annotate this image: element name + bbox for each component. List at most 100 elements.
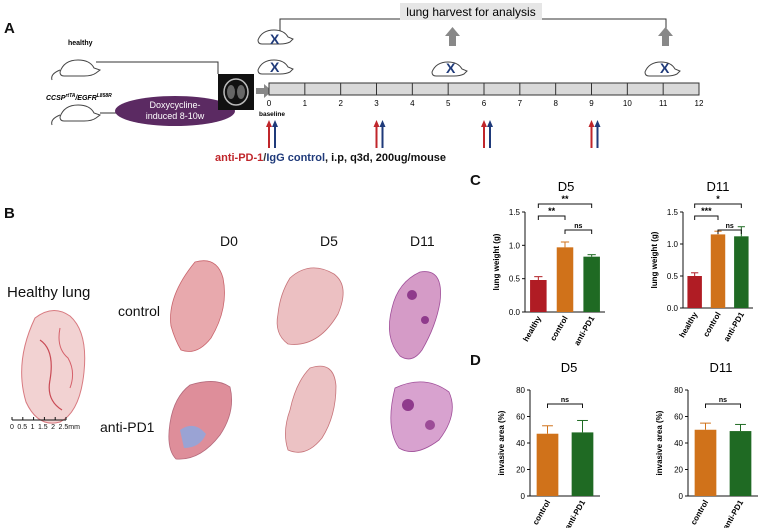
col-label-d0: D0 (220, 233, 238, 249)
y-tick-label: 60 (516, 413, 525, 422)
dose-arrow-head (594, 120, 601, 127)
timeline-tick-label: 12 (695, 99, 704, 108)
significance-bracket (717, 229, 742, 234)
scan-to-timeline-arrow (256, 84, 272, 98)
svg-text:X: X (270, 31, 280, 47)
svg-text:X: X (446, 60, 456, 76)
healthy-connector (96, 61, 219, 74)
significance-bracket (547, 403, 583, 408)
bar (687, 276, 702, 308)
svg-text:X: X (660, 60, 670, 76)
bar (694, 429, 717, 496)
x-tick-label: control (689, 499, 710, 527)
y-tick-label: 60 (674, 413, 683, 422)
y-tick-label: 0 (521, 492, 526, 501)
x-tick-label: healthy (678, 310, 700, 339)
col-label-d5: D5 (320, 233, 338, 249)
dox-line1: Doxycycline- (149, 100, 200, 110)
harvest-label: lung harvest for analysis (406, 5, 535, 19)
x-tick-label: anti-PD1 (572, 314, 596, 347)
tissue-antipd1-d5 (285, 365, 337, 453)
chart-title: D5 (558, 179, 575, 194)
y-tick-label: 20 (516, 466, 525, 475)
significance-label: ** (561, 194, 569, 204)
scale-label: 1 (30, 424, 35, 431)
bar (583, 256, 600, 312)
y-tick-label: 80 (674, 386, 683, 395)
y-tick-label: 40 (516, 439, 525, 448)
mouse-icon-model (51, 104, 102, 126)
dose-arrow-head (481, 120, 487, 127)
dose-arrow-head (588, 120, 595, 127)
bar (729, 431, 752, 496)
y-tick-label: 0.0 (509, 308, 521, 317)
chart-d-d5: D5 0 20 40 60 80 invasive area (%) control anti-… (497, 360, 600, 528)
chart-title: D11 (707, 179, 730, 194)
svg-text:X: X (270, 59, 280, 75)
tissue-control-d0 (170, 260, 225, 352)
bar (710, 234, 726, 308)
x-tick-label: control (531, 499, 552, 527)
x-tick-label: control (548, 315, 569, 343)
significance-label: *** (701, 206, 712, 216)
chart-title: D11 (710, 360, 733, 375)
x-tick-label: anti-PD1 (722, 310, 746, 343)
healthy-lung-image (21, 310, 86, 424)
x-tick-label: healthy (521, 314, 543, 343)
panel-letter-a: A (4, 20, 15, 37)
dose-arrows (266, 120, 601, 148)
panel-letter-d: D (470, 352, 481, 369)
dose-arrow-head (373, 120, 380, 127)
scale-label: 0.5 (17, 424, 28, 431)
y-tick-label: 0.5 (667, 272, 679, 281)
dose-arrow-head (487, 120, 493, 127)
significance-bracket (694, 203, 742, 208)
timeline-tick-label: 7 (518, 99, 523, 108)
y-axis-label: invasive area (%) (655, 410, 664, 475)
y-tick-label: 0 (679, 492, 684, 501)
bar (556, 247, 574, 312)
significance-label: ns (561, 397, 569, 404)
mouse-icon-d5 (431, 61, 468, 77)
y-axis-label: invasive area (%) (497, 410, 506, 475)
timeline-tick-label: 6 (482, 99, 487, 108)
dose-arrow-head (266, 120, 272, 127)
significance-bracket (694, 215, 719, 220)
timeline-tick-label: 2 (338, 99, 343, 108)
mouse-icon-top (257, 29, 294, 45)
dose-arrow-head (272, 120, 278, 127)
timeline-tick-label: 3 (374, 99, 379, 108)
significance-label: ns (574, 223, 582, 230)
significance-label: ns (719, 397, 727, 404)
y-tick-label: 80 (516, 386, 525, 395)
mouse-icon-d0 (257, 59, 294, 75)
timeline-tick-label: 1 (303, 99, 308, 108)
harvest-label-box (400, 3, 542, 20)
y-tick-label: 40 (674, 439, 683, 448)
y-tick-label: 20 (674, 466, 683, 475)
y-tick-label: 1.5 (667, 208, 679, 217)
chart-c-d5: D5 0.0 0.5 1.0 1.5 lung weight (g) healthy cont… (492, 179, 605, 347)
y-tick-label: 1.5 (509, 208, 521, 217)
timeline-tick-label: 0 (267, 99, 272, 108)
chart-c-d11: D11 0.0 0.5 1.0 1.5 lung weight (g) healthy con… (650, 179, 753, 343)
baseline-label: baseline (259, 111, 285, 118)
scale-label: 1.5 (37, 424, 48, 431)
mouse-icon-d11 (644, 61, 681, 77)
timeline-tick-label: 10 (623, 99, 632, 108)
harvest-arrow-d5 (445, 27, 460, 46)
significance-bracket (705, 403, 741, 408)
scale-bar (11, 417, 67, 421)
group-model-label: CCSPrtTA/EGFRL858R (46, 93, 112, 102)
mouse-icon-healthy (51, 59, 102, 81)
dox-line2: induced 8-10w (146, 111, 205, 121)
bar (734, 236, 749, 308)
timeline-tick-label: 8 (553, 99, 558, 108)
significance-label: * (716, 194, 720, 204)
x-tick-label: anti-PD1 (563, 498, 587, 528)
y-axis-label: lung weight (g) (492, 233, 501, 290)
x-tick-label: anti-PD1 (721, 498, 745, 528)
row-label-anti-pd1: anti-PD1 (100, 419, 155, 435)
